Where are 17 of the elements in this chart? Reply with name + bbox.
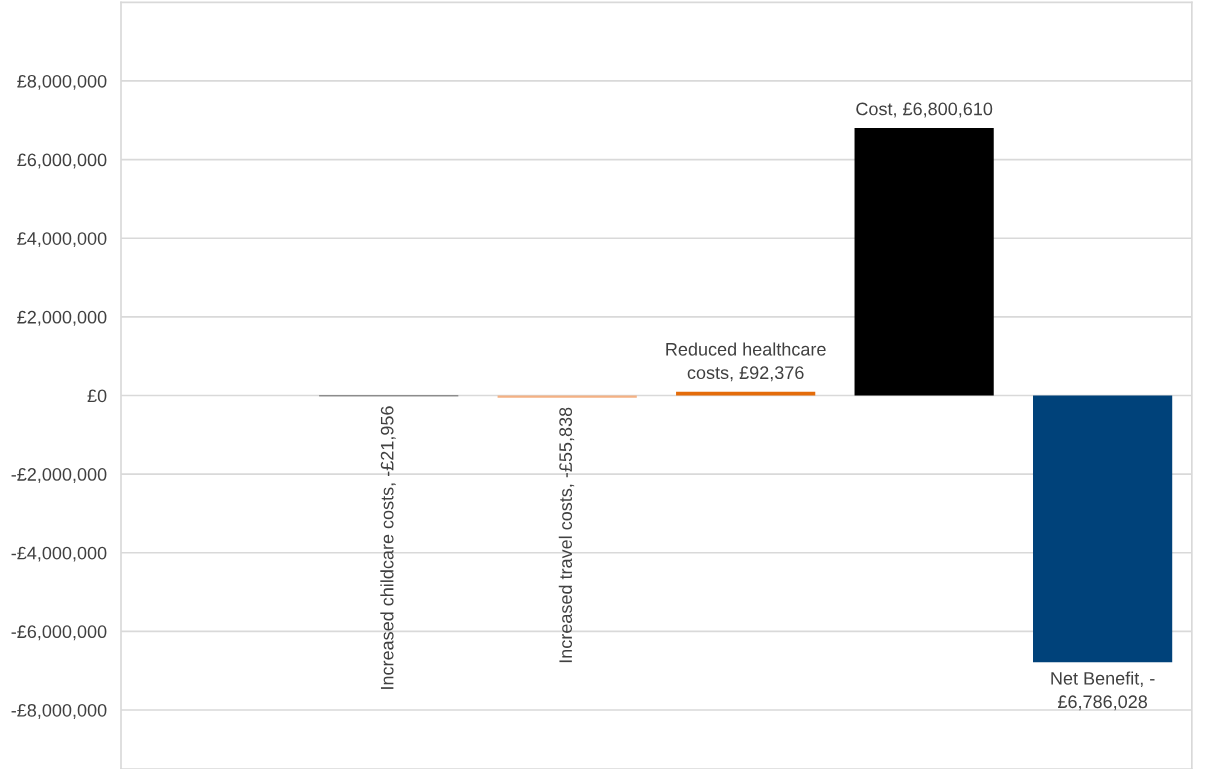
data-label: Reduced healthcare costs, £92,376 — [666, 342, 826, 382]
y-tick-label: -£2,000,000 — [11, 468, 107, 483]
y-tick-label: £2,000,000 — [17, 310, 107, 326]
y-tick-label: £4,000,000 — [17, 232, 107, 248]
y-tick-label: £0 — [87, 389, 107, 403]
y-tick-label: -£6,000,000 — [11, 625, 107, 641]
bar — [1033, 395, 1173, 663]
y-tick-label: £6,000,000 — [17, 153, 107, 169]
y-tick-label: £8,000,000 — [17, 74, 107, 90]
y-tick-label: -£4,000,000 — [11, 546, 107, 562]
data-label: Increased travel costs, -£55,838 — [558, 407, 575, 663]
bar — [497, 395, 637, 398]
data-label: Net Benefit, - £6,786,028 — [1051, 671, 1155, 711]
bar — [854, 128, 994, 396]
data-label: Cost, £6,800,610 — [856, 102, 993, 118]
y-tick-label: -£8,000,000 — [11, 703, 107, 719]
data-label: Increased childcare costs, -£21,956 — [380, 406, 396, 689]
